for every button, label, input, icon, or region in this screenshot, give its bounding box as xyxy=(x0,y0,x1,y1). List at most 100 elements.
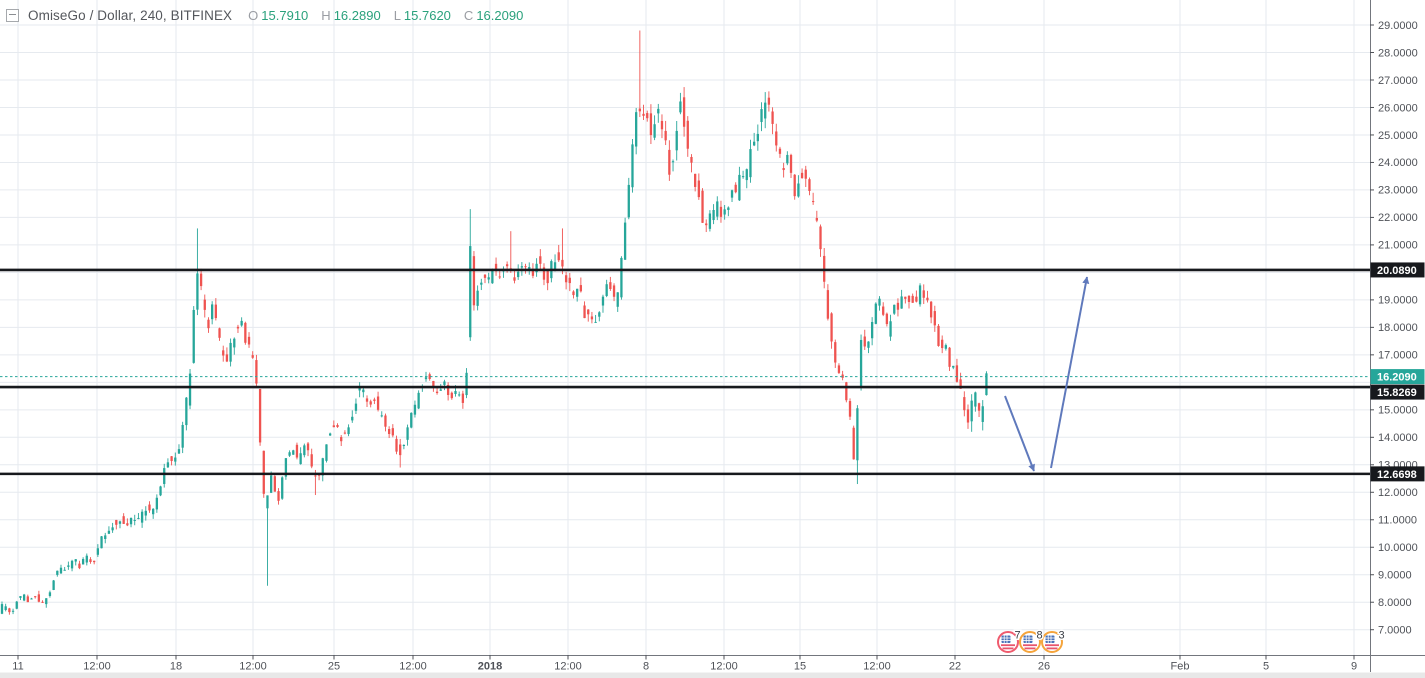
candle-body xyxy=(376,396,380,410)
time-tick-label: 11 xyxy=(12,661,23,673)
candle-body xyxy=(977,403,981,411)
candle-body xyxy=(948,347,951,367)
trend-arrow-up[interactable] xyxy=(1050,276,1090,469)
price-tick-label: 9.0000 xyxy=(1378,570,1412,582)
calendar-event-icon[interactable] xyxy=(1019,631,1041,653)
ohlc-label: O xyxy=(248,8,259,23)
price-axis-panel[interactable] xyxy=(1370,0,1425,678)
candle-body xyxy=(354,403,358,411)
candle-body xyxy=(505,264,509,267)
candle-body xyxy=(793,174,796,197)
candle-body xyxy=(461,393,465,403)
candle-body xyxy=(915,296,918,302)
trend-arrow-down[interactable] xyxy=(1004,395,1035,472)
candle-body xyxy=(255,360,258,384)
candle-body xyxy=(0,604,4,614)
candle-body xyxy=(435,391,439,393)
collapse-legend-button[interactable] xyxy=(6,9,19,22)
candle-body xyxy=(896,302,900,310)
candle-body xyxy=(89,559,92,562)
candle-body xyxy=(266,495,269,509)
candle-body xyxy=(553,262,557,272)
calendar-events[interactable]: 7 8 3 xyxy=(997,628,1066,653)
candle-body xyxy=(660,120,664,130)
candle-body xyxy=(697,180,700,198)
candle-body xyxy=(904,296,907,299)
candle-body xyxy=(870,321,874,339)
candle-body xyxy=(616,292,619,307)
price-tick-label: 28.0000 xyxy=(1378,47,1418,59)
candle-body xyxy=(244,322,247,343)
candle-body xyxy=(974,392,977,407)
candle-body xyxy=(671,161,675,163)
candle-body xyxy=(760,109,763,123)
candle-body xyxy=(41,601,44,603)
candle-body xyxy=(63,569,66,571)
candle-body xyxy=(649,113,653,136)
candle-body xyxy=(332,425,335,428)
candle-body xyxy=(834,342,837,363)
candle-body xyxy=(196,273,199,310)
price-tick-label: 24.0000 xyxy=(1378,157,1418,169)
candle-body xyxy=(609,282,612,290)
candle-body xyxy=(306,443,310,451)
time-tick-label: 26 xyxy=(1038,661,1050,673)
candle-body xyxy=(517,271,520,278)
candle-body xyxy=(229,342,232,362)
candle-body xyxy=(214,304,217,319)
flag-icon xyxy=(1023,635,1033,643)
candle-body xyxy=(181,424,184,448)
candle-body xyxy=(756,133,759,142)
calendar-event-icon[interactable] xyxy=(1041,631,1063,653)
candle-body xyxy=(336,424,339,428)
time-tick-label: 9 xyxy=(1351,661,1357,673)
candle-body xyxy=(387,428,391,435)
time-tick-label: 25 xyxy=(328,661,340,673)
candle-body xyxy=(937,325,940,346)
candle-body xyxy=(351,416,354,421)
calendar-event-icon[interactable] xyxy=(997,631,1019,653)
candle-body xyxy=(48,592,52,596)
candle-body xyxy=(738,174,741,201)
candle-body xyxy=(45,598,48,605)
candle-body xyxy=(67,565,70,567)
price-axis-label-box xyxy=(1370,369,1425,385)
candle-body xyxy=(292,450,295,455)
candle-body xyxy=(889,321,892,337)
candle-body xyxy=(690,156,693,163)
time-axis-panel[interactable] xyxy=(0,655,1425,678)
candle-body xyxy=(11,610,15,612)
candle-body xyxy=(878,298,881,306)
price-axis-label-text: 15.8269 xyxy=(1377,387,1417,399)
price-axis[interactable]: 29.0000 28.0000 27.0000 26.0000 25.0000 24.00… xyxy=(1370,20,1425,637)
time-axis[interactable]: 11 12:00 18 12:00 25 12:00 2018 12:00 8 12:00 15 12… xyxy=(12,655,1357,673)
candle-body xyxy=(439,389,442,391)
candle-body xyxy=(620,257,623,298)
ohlc-readout: O 15.7910 H 16.2890 L 15.7620 C 16.2090 xyxy=(248,8,523,23)
candle-body xyxy=(458,394,461,396)
candle-body xyxy=(708,213,712,229)
candle-body xyxy=(362,389,365,393)
price-tick-label: 23.0000 xyxy=(1378,185,1418,197)
candle-body xyxy=(859,339,863,388)
candle-body xyxy=(469,246,472,338)
candle-body xyxy=(144,510,147,516)
candle-body xyxy=(325,444,328,461)
symbol-title: OmiseGo / Dollar, 240, BITFINEX xyxy=(28,8,233,23)
candle-body xyxy=(118,521,122,524)
flag-icon xyxy=(1045,635,1055,643)
candle-body xyxy=(288,452,291,456)
price-tick-label: 29.0000 xyxy=(1378,20,1418,32)
candle-body xyxy=(856,408,859,461)
candle-body xyxy=(845,382,848,401)
candle-body xyxy=(218,328,221,338)
time-tick-label: 12:00 xyxy=(710,661,738,673)
price-tick-label: 26.0000 xyxy=(1378,102,1418,114)
price-tick-label: 11.0000 xyxy=(1378,515,1417,527)
price-tick-label: 21.0000 xyxy=(1378,240,1418,252)
candle-body xyxy=(236,326,240,329)
candle-body xyxy=(675,130,678,151)
candle-body xyxy=(185,397,188,426)
